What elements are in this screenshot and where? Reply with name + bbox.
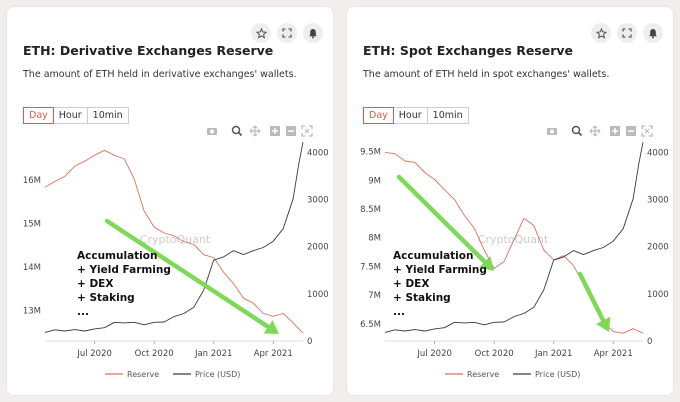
y-left-tick-label: 9M	[368, 176, 381, 186]
price-series-line	[384, 142, 644, 333]
x-tick-label: Apr 2021	[254, 349, 293, 359]
y-right-tick-label: 2000	[647, 243, 669, 253]
y-right-tick-label: 1000	[307, 290, 329, 300]
bell-icon[interactable]	[303, 23, 323, 43]
derivative-reserve-card: ETH: Derivative Exchanges Reserve The am…	[6, 6, 334, 396]
card-title: ETH: Spot Exchanges Reserve	[363, 43, 574, 58]
annotation-line: + DEX	[77, 278, 113, 290]
trend-arrow	[396, 174, 494, 271]
zoom-out-icon	[626, 126, 636, 136]
annotation-line: + Yield Farming	[393, 264, 487, 276]
trend-arrow	[577, 271, 611, 332]
expand-icon[interactable]	[617, 23, 637, 43]
zoom-icon	[231, 125, 243, 137]
x-tick-label: Oct 2020	[475, 349, 514, 359]
y-right-tick-label: 3000	[647, 196, 669, 206]
y-right-tick-label: 1000	[647, 290, 669, 300]
y-left-tick-label: 9.5M	[360, 148, 381, 158]
x-tick-label: Jan 2021	[194, 349, 232, 359]
y-right-tick-label: 4000	[647, 148, 669, 158]
trend-arrow	[104, 218, 279, 334]
legend: Reserve Price (USD)	[445, 370, 580, 379]
watermark: CryptoQuant	[478, 233, 549, 246]
y-left-tick-label: 13M	[23, 307, 41, 317]
star-icon[interactable]	[251, 23, 271, 43]
x-tick-label: Apr 2021	[594, 349, 633, 359]
pan-icon	[589, 125, 601, 137]
autoscale-icon	[641, 125, 653, 137]
y-left-tick-label: 6.5M	[360, 320, 381, 330]
annotation-line: + Yield Farming	[77, 264, 171, 276]
y-left-tick-label: 16M	[23, 176, 41, 186]
x-tick-label: Jul 2020	[416, 349, 452, 359]
y-right-tick-label: 0	[307, 337, 312, 347]
camera-icon	[547, 128, 557, 135]
y-left-tick-label: 15M	[23, 220, 41, 230]
pan-icon	[249, 125, 261, 137]
price-series-line	[44, 142, 304, 333]
y-left-tick-label: 7M	[368, 291, 381, 301]
y-right-tick-label: 4000	[307, 148, 329, 158]
y-right-tick-label: 0	[647, 337, 652, 347]
watermark: CryptoQuant	[140, 233, 211, 246]
card-description: The amount of ETH held in derivative exc…	[23, 69, 297, 80]
annotation-text: Accumulation + Yield Farming + DEX + Stakin…	[77, 250, 171, 318]
zoom-icon	[571, 125, 583, 137]
autoscale-icon	[301, 125, 313, 137]
annotation-line: Accumulation	[393, 250, 473, 262]
derivative-reserve-chart: 13M 14M 15M 16M 0 1000 2000 3000 4000 Jul 2020 Oct…	[23, 125, 329, 379]
tab-day[interactable]: Day	[23, 107, 54, 124]
spot-reserve-chart: 6.5M 7M 7.5M 8M 8.5M 9M 9.5M 0 1000 2000 3000 4000 J…	[360, 125, 669, 379]
y-left-tick-label: 8.5M	[360, 205, 381, 215]
camera-icon	[207, 128, 217, 135]
legend-label-price: Price (USD)	[195, 370, 240, 379]
zoom-in-icon	[610, 126, 620, 136]
annotation-line: ...	[393, 306, 405, 318]
spot-reserve-card: ETH: Spot Exchanges Reserve The amount o…	[346, 6, 674, 396]
star-icon[interactable]	[591, 23, 611, 43]
y-right-tick-label: 3000	[307, 196, 329, 206]
zoom-out-icon	[286, 126, 296, 136]
card-description: The amount of ETH held in spot exchanges…	[363, 69, 610, 80]
annotation-line: + Staking	[393, 292, 451, 304]
reserve-series-line	[44, 149, 304, 334]
expand-icon[interactable]	[277, 23, 297, 43]
legend-label-reserve: Reserve	[467, 370, 499, 379]
y-left-tick-label: 7.5M	[360, 262, 381, 272]
legend-label-reserve: Reserve	[127, 370, 159, 379]
interval-tabs: Day Hour 10min	[363, 107, 469, 124]
annotation-line: ...	[77, 306, 89, 318]
annotation-line: + DEX	[393, 278, 429, 290]
annotation-text: Accumulation + Yield Farming + DEX + Stakin…	[393, 250, 487, 318]
y-right-tick-label: 2000	[307, 243, 329, 253]
legend-label-price: Price (USD)	[535, 370, 580, 379]
y-left-tick-label: 14M	[23, 263, 41, 273]
tab-10min[interactable]: 10min	[426, 107, 469, 124]
legend: Reserve Price (USD)	[105, 370, 240, 379]
y-left-tick-label: 8M	[368, 234, 381, 244]
x-tick-label: Jul 2020	[76, 349, 112, 359]
card-title: ETH: Derivative Exchanges Reserve	[23, 43, 274, 58]
zoom-in-icon	[270, 126, 280, 136]
annotation-line: + Staking	[77, 292, 135, 304]
tab-day[interactable]: Day	[363, 107, 394, 124]
x-tick-label: Oct 2020	[135, 349, 174, 359]
interval-tabs: Day Hour 10min	[23, 107, 129, 124]
x-tick-label: Jan 2021	[534, 349, 572, 359]
annotation-line: Accumulation	[77, 250, 157, 262]
bell-icon[interactable]	[643, 23, 663, 43]
tab-10min[interactable]: 10min	[86, 107, 129, 124]
